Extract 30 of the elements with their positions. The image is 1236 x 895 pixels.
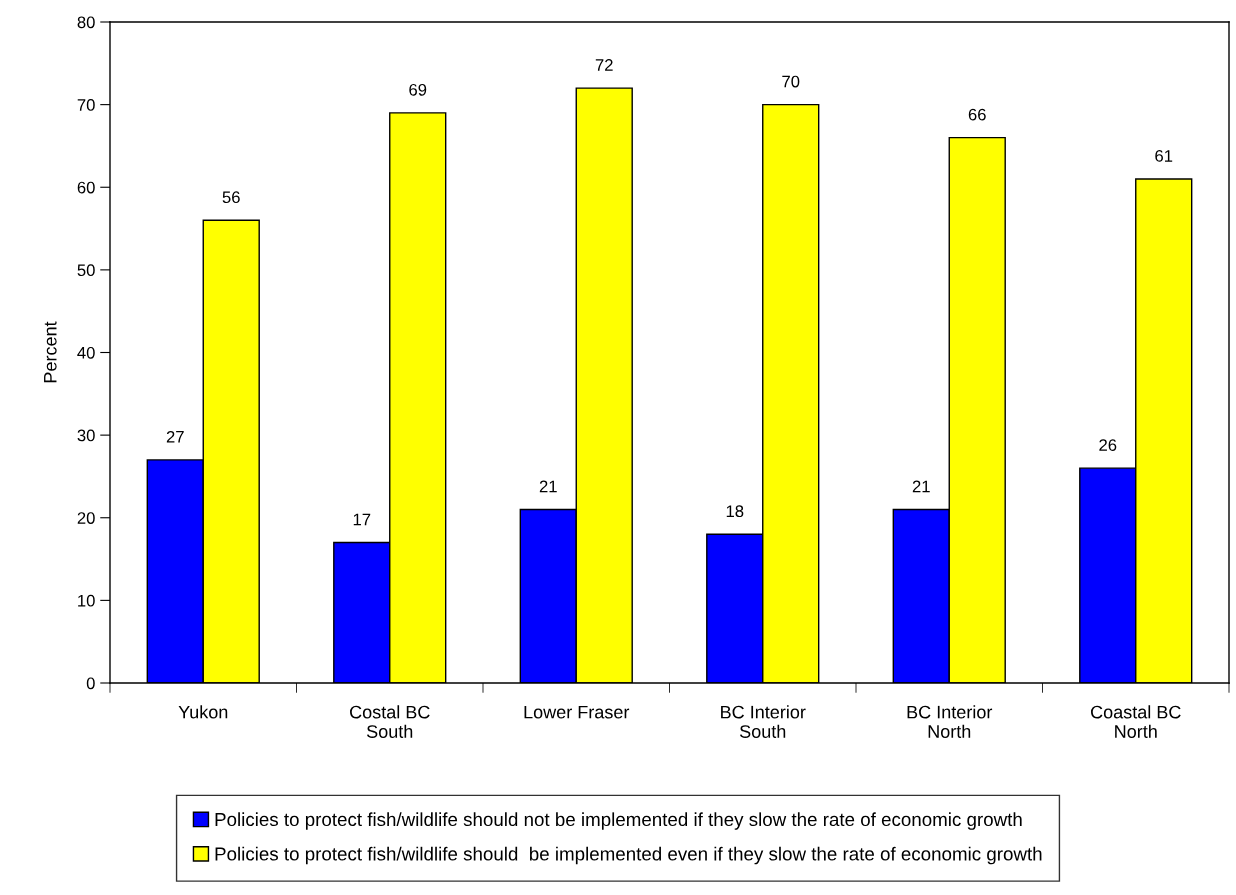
y-tick-label: 70 — [77, 99, 95, 111]
legend-label: Policies to protect fish/wildlife should not be implemented if they slow the rate of economic growth — [215, 812, 1022, 830]
data-label: 69 — [409, 83, 427, 96]
y-tick-label: 0 — [86, 677, 95, 690]
y-tick-label: 20 — [77, 512, 95, 524]
legend-label: Policies to protect fish/wildlife should be implemented even if they slow the rate of economic growth — [215, 846, 1042, 865]
y-axis-title: Percent — [44, 321, 57, 383]
data-label: 66 — [968, 108, 986, 121]
data-label: 61 — [1155, 150, 1173, 162]
data-label: 18 — [726, 505, 744, 518]
data-label: 26 — [1099, 439, 1117, 451]
x-tick-label: Lower Fraser — [524, 705, 630, 719]
data-label: 21 — [912, 480, 930, 493]
x-tick-label: Costal BC South — [350, 705, 430, 738]
data-label: 56 — [222, 191, 240, 204]
x-tick-label: BC Interior North — [907, 705, 993, 738]
data-label: 17 — [353, 513, 371, 526]
data-label: 72 — [595, 59, 613, 71]
x-tick-label: Yukon — [178, 705, 228, 719]
data-label: 70 — [782, 75, 800, 88]
y-tick-label: 50 — [77, 264, 95, 277]
y-tick-label: 30 — [77, 429, 95, 442]
x-tick-label: BC Interior South — [721, 705, 806, 738]
y-tick-label: 10 — [78, 594, 95, 607]
data-label: 21 — [539, 480, 557, 493]
x-tick-label: Coastal BC North — [1091, 705, 1181, 738]
y-tick-label: 80 — [77, 16, 95, 29]
y-tick-label: 60 — [77, 181, 95, 194]
y-tick-label: 40 — [77, 346, 95, 359]
data-label: 27 — [166, 430, 184, 443]
